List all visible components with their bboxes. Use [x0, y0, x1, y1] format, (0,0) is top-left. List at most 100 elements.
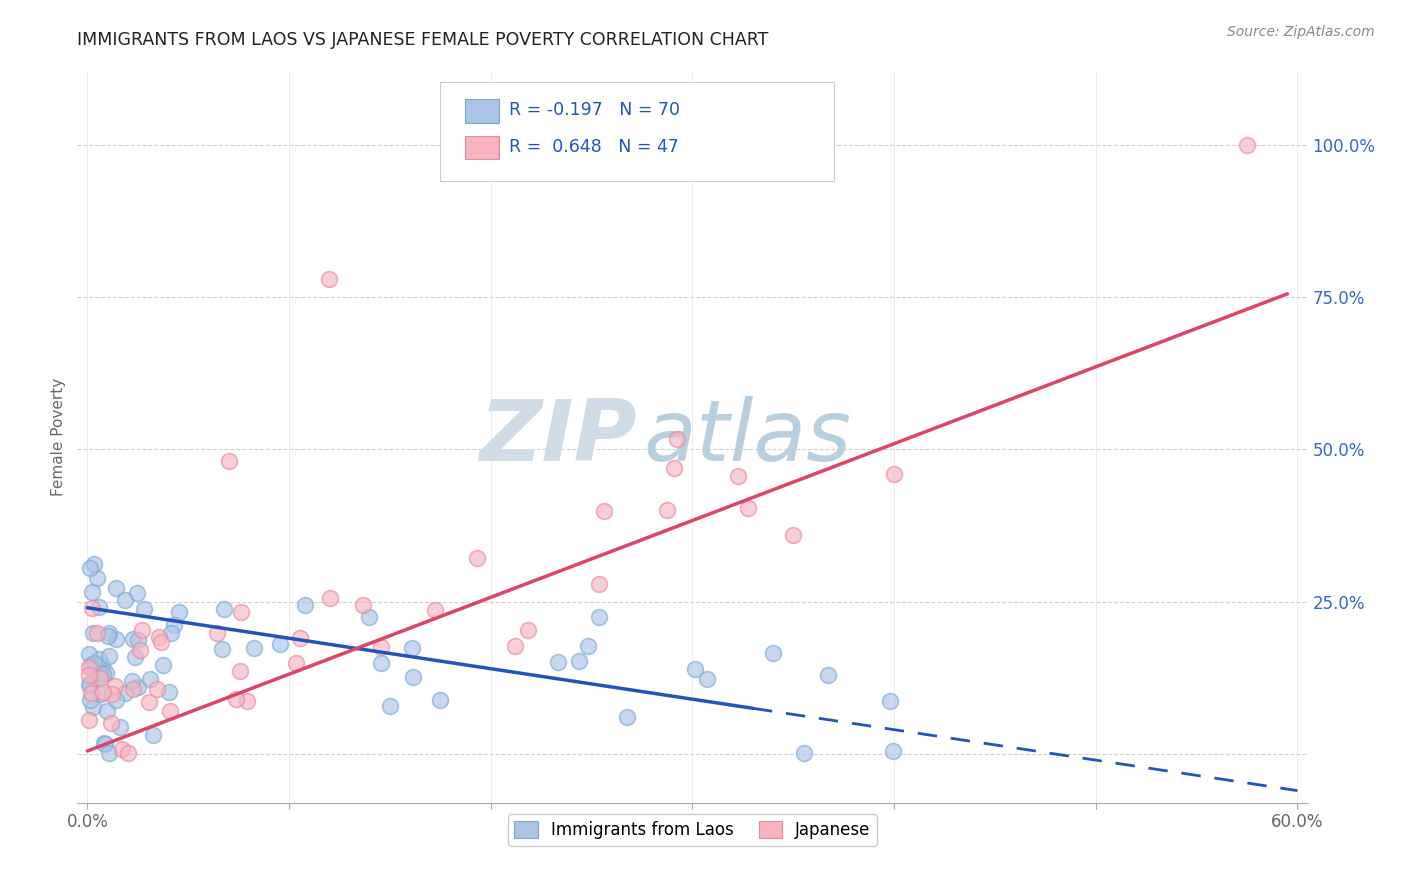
Point: [122, 632, 145, 647]
Point: [318, 591, 340, 605]
Point: [401, 641, 423, 656]
Point: [93, 736, 115, 750]
Point: [94, 665, 117, 680]
Point: [218, 454, 240, 468]
Point: [86, 571, 108, 585]
Point: [616, 710, 638, 724]
Point: [214, 602, 236, 616]
Point: [108, 720, 131, 734]
Point: [89, 665, 111, 680]
Point: [83, 558, 105, 572]
Point: [148, 630, 170, 644]
Point: [131, 623, 153, 637]
Point: [568, 655, 591, 669]
Point: [86, 625, 108, 640]
Text: ZIP: ZIP: [479, 395, 637, 479]
Point: [655, 502, 678, 516]
Point: [666, 432, 689, 446]
Point: [90, 687, 112, 701]
Point: [288, 631, 311, 645]
Point: [79, 678, 101, 692]
Point: [425, 603, 447, 617]
Text: R = -0.197   N = 70: R = -0.197 N = 70: [509, 101, 681, 120]
Point: [104, 632, 127, 647]
Legend: Immigrants from Laos, Japanese: Immigrants from Laos, Japanese: [508, 814, 877, 846]
Point: [101, 687, 124, 701]
Point: [793, 747, 815, 761]
Y-axis label: Female Poverty: Female Poverty: [51, 378, 66, 496]
Point: [380, 699, 402, 714]
Text: atlas: atlas: [644, 395, 851, 479]
Point: [124, 649, 146, 664]
Point: [159, 704, 181, 718]
Point: [467, 550, 489, 565]
Point: [243, 641, 266, 656]
Point: [97, 747, 120, 761]
Point: [211, 641, 233, 656]
Point: [357, 610, 380, 624]
Point: [503, 640, 526, 654]
Point: [782, 527, 804, 541]
Point: [683, 662, 706, 676]
Point: [114, 686, 136, 700]
Point: [121, 674, 143, 689]
Point: [90, 657, 112, 672]
Point: [225, 692, 247, 706]
Point: [80, 686, 103, 700]
FancyBboxPatch shape: [440, 82, 834, 181]
Point: [127, 680, 149, 694]
Point: [882, 744, 904, 758]
Point: [114, 593, 136, 607]
Point: [91, 684, 114, 698]
Point: [80, 584, 103, 599]
Point: [91, 667, 114, 681]
Point: [83, 656, 105, 670]
FancyBboxPatch shape: [465, 99, 499, 122]
Point: [547, 655, 569, 669]
Point: [96, 704, 118, 718]
Point: [762, 646, 785, 660]
Point: [122, 682, 145, 697]
Point: [1236, 137, 1258, 152]
Point: [89, 652, 111, 666]
Text: Source: ZipAtlas.com: Source: ZipAtlas.com: [1227, 25, 1375, 39]
Point: [146, 682, 169, 697]
Point: [100, 716, 122, 731]
Point: [352, 598, 374, 612]
Point: [817, 668, 839, 682]
Point: [588, 577, 610, 591]
Point: [402, 670, 425, 684]
Point: [79, 713, 101, 727]
Point: [142, 728, 165, 742]
Point: [696, 672, 718, 686]
Point: [79, 667, 101, 681]
Point: [576, 640, 599, 654]
Point: [89, 671, 111, 685]
Point: [82, 700, 104, 714]
Text: IMMIGRANTS FROM LAOS VS JAPANESE FEMALE POVERTY CORRELATION CHART: IMMIGRANTS FROM LAOS VS JAPANESE FEMALE …: [77, 31, 769, 49]
Point: [79, 675, 101, 690]
Point: [284, 656, 307, 670]
Point: [132, 601, 155, 615]
Point: [229, 664, 252, 678]
Point: [97, 629, 120, 643]
Point: [127, 633, 149, 648]
Point: [139, 672, 162, 686]
Point: [588, 609, 610, 624]
Point: [105, 692, 128, 706]
Point: [163, 617, 186, 632]
Point: [236, 693, 259, 707]
Point: [318, 271, 340, 285]
Point: [664, 461, 686, 475]
Point: [737, 500, 759, 515]
Point: [429, 693, 451, 707]
Point: [152, 658, 174, 673]
Point: [517, 623, 540, 637]
Point: [87, 599, 110, 614]
Point: [79, 660, 101, 674]
FancyBboxPatch shape: [465, 136, 499, 159]
Point: [294, 599, 316, 613]
Point: [149, 635, 172, 649]
Point: [127, 586, 149, 600]
Point: [111, 741, 134, 756]
